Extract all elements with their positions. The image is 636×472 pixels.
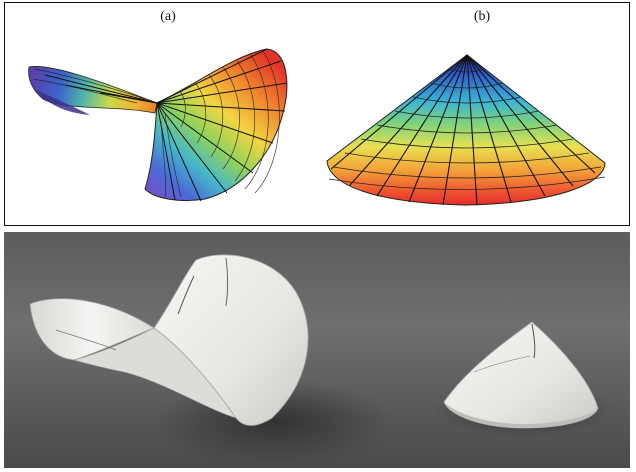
paper-models-photo [4, 232, 630, 468]
panel-label-a: (a) [160, 9, 176, 24]
surface-plots [28, 48, 606, 206]
paper-saddle [29, 254, 309, 426]
saddle-surface [28, 48, 288, 202]
panel-label-b: (b) [473, 9, 491, 24]
paper-cone [443, 321, 599, 429]
rendered-surfaces-panel: (a) (b) [4, 2, 630, 226]
cone-surface [326, 54, 606, 206]
